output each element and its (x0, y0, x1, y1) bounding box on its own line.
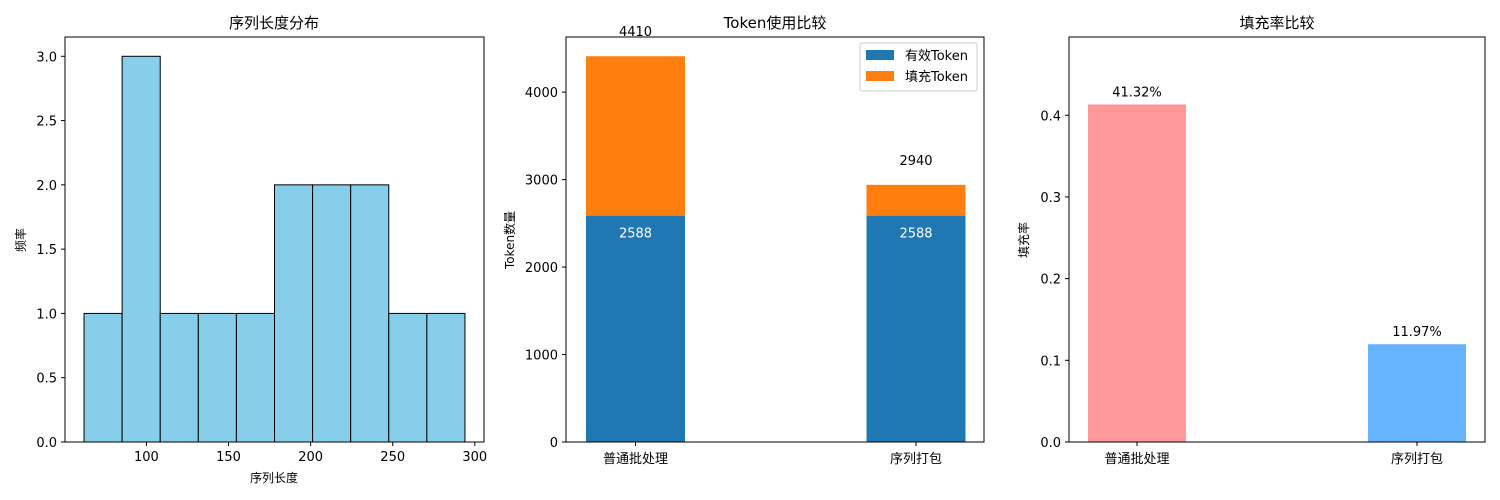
x-category-label: 序列打包 (1391, 452, 1443, 467)
legend-label-effective-token: 有效Token (905, 49, 968, 64)
x-category-label: 普通批处理 (603, 452, 668, 467)
x-tick-label: 200 (298, 450, 323, 465)
histogram-bar (159, 312, 199, 443)
plot-frame (64, 36, 485, 443)
y-tick-label: 2000 (525, 261, 558, 276)
y-tick-label: 0 (550, 436, 558, 451)
total-token-label: 2940 (899, 154, 932, 169)
legend-swatch-padding-token (866, 71, 894, 81)
x-category-label: 普通批处理 (1104, 452, 1169, 467)
y-tick-label: 2.0 (36, 179, 57, 194)
padding-rate-value-label: 11.97% (1392, 325, 1442, 340)
padding-rate-bar (1368, 344, 1466, 442)
y-tick-label: 0.1 (1040, 354, 1061, 369)
y-tick-label: 4000 (525, 86, 558, 101)
y-tick-label: 0.3 (1040, 191, 1061, 206)
x-axis-label: 序列长度 (250, 470, 298, 485)
x-tick-label: 100 (134, 450, 159, 465)
histogram-bar (312, 184, 352, 443)
plot-frame (1068, 36, 1486, 443)
effective-token-bar (866, 215, 966, 442)
padding-token-bar (866, 184, 966, 216)
padding-rate-value-label: 41.32% (1112, 85, 1162, 100)
y-tick-label: 2.5 (36, 115, 57, 130)
x-tick-label: 250 (380, 450, 405, 465)
padding-rate-bar (1088, 104, 1186, 442)
x-category-label: 序列打包 (890, 452, 942, 467)
histogram-bar (83, 312, 123, 443)
effective-token-value-label: 2588 (899, 227, 932, 242)
y-tick-label: 0.5 (36, 372, 57, 387)
legend: 有效Token 填充Token (859, 42, 978, 92)
chart-title: 序列长度分布 (229, 14, 319, 32)
x-axis-ticks: 普通批处理 序列打包 (1104, 442, 1443, 467)
chart-title: Token使用比较 (723, 14, 827, 32)
effective-token-value-label: 2588 (619, 227, 652, 242)
padding-token-bar (586, 56, 685, 216)
legend-swatch-effective-token (866, 50, 894, 60)
chart-sequence-length-histogram: 序列长度分布 100 150 200 250 300 0.0 0.5 1.0 1.5 2.0 2.… (13, 14, 487, 485)
histogram-bar (350, 184, 390, 443)
histogram-bar (121, 55, 161, 443)
x-tick-label: 300 (462, 450, 487, 465)
y-axis-label: 频率 (13, 228, 28, 252)
y-tick-label: 3000 (525, 174, 558, 189)
chart-title: 填充率比较 (1239, 14, 1314, 32)
y-tick-label: 1.5 (36, 243, 57, 258)
y-axis-label: Token数量 (502, 211, 517, 270)
y-axis-ticks: 0.0 0.5 1.0 1.5 2.0 2.5 3.0 (36, 50, 65, 451)
rate-bars: 41.32% 11.97% (1088, 85, 1466, 442)
plot-frame (565, 36, 985, 443)
histogram-bar (426, 312, 466, 443)
stacked-bars: 2588 4410 2588 2940 (586, 25, 966, 442)
y-tick-label: 0.0 (36, 436, 57, 451)
histogram-bar (274, 184, 314, 443)
y-axis-label: 填充率 (1016, 222, 1031, 258)
y-axis-ticks: 0 1000 2000 3000 4000 (525, 86, 566, 451)
chart-token-usage-comparison: Token使用比较 2588 4410 2588 2940 普通批处理 序列打包 0 10… (502, 14, 985, 467)
histogram-bars (83, 55, 466, 443)
total-token-label: 4410 (619, 25, 652, 40)
y-tick-label: 0.0 (1040, 436, 1061, 451)
y-tick-label: 0.2 (1040, 273, 1061, 288)
y-axis-ticks: 0.0 0.1 0.2 0.3 0.4 (1040, 109, 1069, 451)
x-tick-label: 150 (216, 450, 241, 465)
y-tick-label: 3.0 (36, 50, 57, 65)
chart-padding-rate-comparison: 填充率比较 41.32%11.97% 普通批处理 序列打包 0.00.10.20.… (1016, 14, 1486, 467)
histogram-bar (235, 312, 275, 443)
legend-label-padding-token: 填充Token (905, 69, 968, 85)
y-tick-label: 1.0 (36, 307, 57, 322)
y-tick-label: 1000 (525, 349, 558, 364)
x-axis-ticks: 100 150 200 250 300 (134, 442, 487, 465)
x-axis-ticks: 普通批处理 序列打包 (603, 442, 942, 467)
histogram-bar (388, 312, 428, 443)
effective-token-bar (586, 215, 685, 442)
y-tick-label: 0.4 (1040, 109, 1061, 124)
histogram-bar (197, 312, 237, 443)
